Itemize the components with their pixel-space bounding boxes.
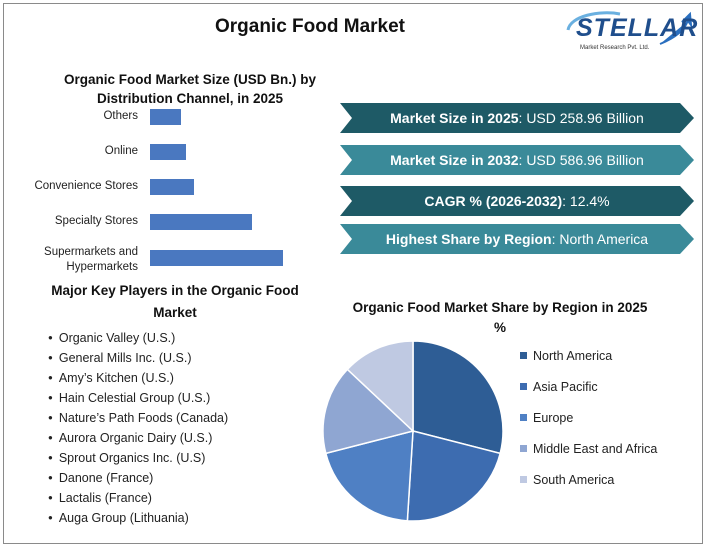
pie-slice (324, 430, 414, 522)
legend-label: North America (533, 349, 613, 363)
bar-category-label: Specialty Stores (54, 215, 138, 227)
legend-item: South America (520, 472, 657, 503)
pie-chart (322, 340, 504, 522)
legend-label: Middle East and Africa (533, 442, 658, 456)
stat-label: CAGR % (2026-2032) (424, 193, 563, 209)
stat-banner: CAGR % (2026-2032): 12.4% (340, 186, 694, 216)
legend-label: Europe (533, 411, 574, 425)
legend-item: Europe (520, 410, 657, 441)
key-player-item: Hain Celestial Group (U.S.) (48, 388, 228, 408)
bar (150, 179, 194, 195)
company-logo: STELLAR Market Research Pvt. Ltd. (560, 8, 699, 58)
pie-chart-title: Organic Food Market Share by Region in 2… (352, 300, 648, 335)
bar-category-label: Supermarkets and Hypermarkets (44, 246, 138, 273)
key-player-item: Organic Valley (U.S.) (48, 328, 228, 348)
logo-swoosh-icon (566, 11, 693, 45)
stat-banner: Market Size in 2025: USD 258.96 Billion (340, 103, 694, 133)
key-player-item: Auga Group (Lithuania) (48, 508, 228, 528)
logo-text: STELLAR (576, 14, 699, 42)
key-player-item: Aurora Organic Dairy (U.S.) (48, 428, 228, 448)
logo-subtitle: Market Research Pvt. Ltd. (580, 45, 650, 51)
bar (150, 250, 284, 266)
legend-swatch (520, 383, 527, 391)
stat-label: Market Size in 2025 (390, 110, 519, 126)
key-player-item: Danone (France) (48, 468, 228, 488)
legend-swatch (520, 414, 527, 422)
pie-slice (406, 430, 502, 522)
pie-legend: North America Asia Pacific Europe Middle Ea… (520, 348, 657, 503)
stat-label: Market Size in 2032 (390, 152, 519, 168)
page-title: Organic Food Market (214, 16, 406, 37)
key-player-item: Nature’s Path Foods (Canada) (48, 408, 228, 428)
stat-value: : USD 586.96 Billion (518, 152, 644, 168)
key-player-item: Amy’s Kitchen (U.S.) (48, 368, 228, 388)
legend-swatch (520, 476, 527, 484)
key-players-title: Major Key Players in the Organic Food Ma… (51, 283, 299, 320)
stat-value: : North America (551, 231, 649, 247)
key-player-item: General Mills Inc. (U.S.) (48, 348, 228, 368)
key-player-item: Sprout Organics Inc. (U.S) (48, 448, 228, 468)
stat-banner: Highest Share by Region: North America (340, 224, 694, 254)
legend-label: Asia Pacific (533, 380, 598, 394)
stat-value: : 12.4% (562, 193, 610, 209)
key-player-item: Lactalis (France) (48, 488, 228, 508)
legend-swatch (520, 445, 527, 453)
legend-item: Asia Pacific (520, 379, 657, 410)
legend-label: South America (533, 473, 615, 487)
pie-slice (346, 340, 414, 433)
legend-swatch (520, 352, 527, 360)
bar (150, 144, 186, 160)
stat-value: : USD 258.96 Billion (518, 110, 644, 126)
bar (150, 214, 253, 230)
bar-category-label: Online (104, 145, 138, 157)
legend-item: Middle East and Africa (520, 441, 657, 472)
bar-category-label: Convenience Stores (34, 180, 138, 192)
pie-slice (412, 340, 504, 455)
legend-item: North America (520, 348, 657, 379)
key-players-list: Organic Valley (U.S.)General Mills Inc. … (48, 328, 228, 528)
pie-slice (322, 368, 415, 455)
stat-banner: Market Size in 2032: USD 586.96 Billion (340, 145, 694, 175)
bar (150, 109, 181, 125)
bar-chart-title: Organic Food Market Size (USD Bn.) by Di… (63, 72, 317, 106)
stat-label: Highest Share by Region (385, 231, 552, 247)
bar-category-label: Others (103, 110, 138, 122)
